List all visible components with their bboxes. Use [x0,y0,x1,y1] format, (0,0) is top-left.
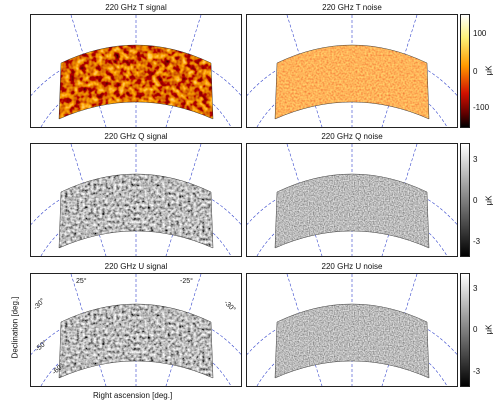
colorbar-q-tick-bottom: -3 [473,237,481,246]
sky-patch [58,303,214,379]
colorbar-u [460,273,470,387]
colorbar-t-tick-top: 100 [473,29,487,38]
colorbar-q [460,143,470,257]
colorbar-t [460,14,470,128]
colorbar-q-tick-top: 3 [473,155,478,164]
panel-title-q-noise: 220 GHz Q noise [321,132,383,141]
colorbar-q-unit: μK [484,195,494,206]
map-t-signal [31,15,241,127]
panel-title-t-noise: 220 GHz T noise [322,3,382,12]
colorbar-q-tick-mid: 0 [473,196,478,205]
sky-patch [58,44,214,120]
map-panel-q-signal [30,143,242,257]
colorbar-u-unit: μK [484,324,494,335]
sky-patch [274,303,430,379]
map-panel-u-signal [30,273,242,387]
map-panel-t-noise [246,14,458,128]
panel-title-u-signal: 220 GHz U signal [104,262,168,271]
map-u-signal [31,274,241,386]
colorbar-u-tick-mid: 0 [473,325,478,334]
y-axis-label: Declination [deg.] [10,296,20,359]
colorbar-u-tick-bottom: -3 [473,367,481,376]
panel-title-q-signal: 220 GHz Q signal [104,132,168,141]
panel-title-t-signal: 220 GHz T signal [105,3,167,12]
ra-label-left: 25° [76,278,87,285]
colorbar-t-tick-bottom: -100 [473,103,490,112]
panel-title-u-noise: 220 GHz U noise [321,262,383,271]
ra-label-right: -25° [180,278,193,285]
map-panel-q-noise [246,143,458,257]
map-q-signal [31,144,241,256]
sky-patch [58,173,214,249]
map-panel-u-noise [246,273,458,387]
colorbar-t-unit: μK [484,65,494,76]
map-t-noise [247,15,457,127]
x-axis-label: Right ascension [deg.] [93,391,173,400]
colorbar-u-tick-top: 3 [473,284,478,293]
colorbar-t-tick-mid: 0 [473,67,478,76]
map-q-noise [247,144,457,256]
sky-patch [274,173,430,249]
map-u-noise [247,274,457,386]
sky-patch [274,44,430,120]
map-panel-t-signal [30,14,242,128]
